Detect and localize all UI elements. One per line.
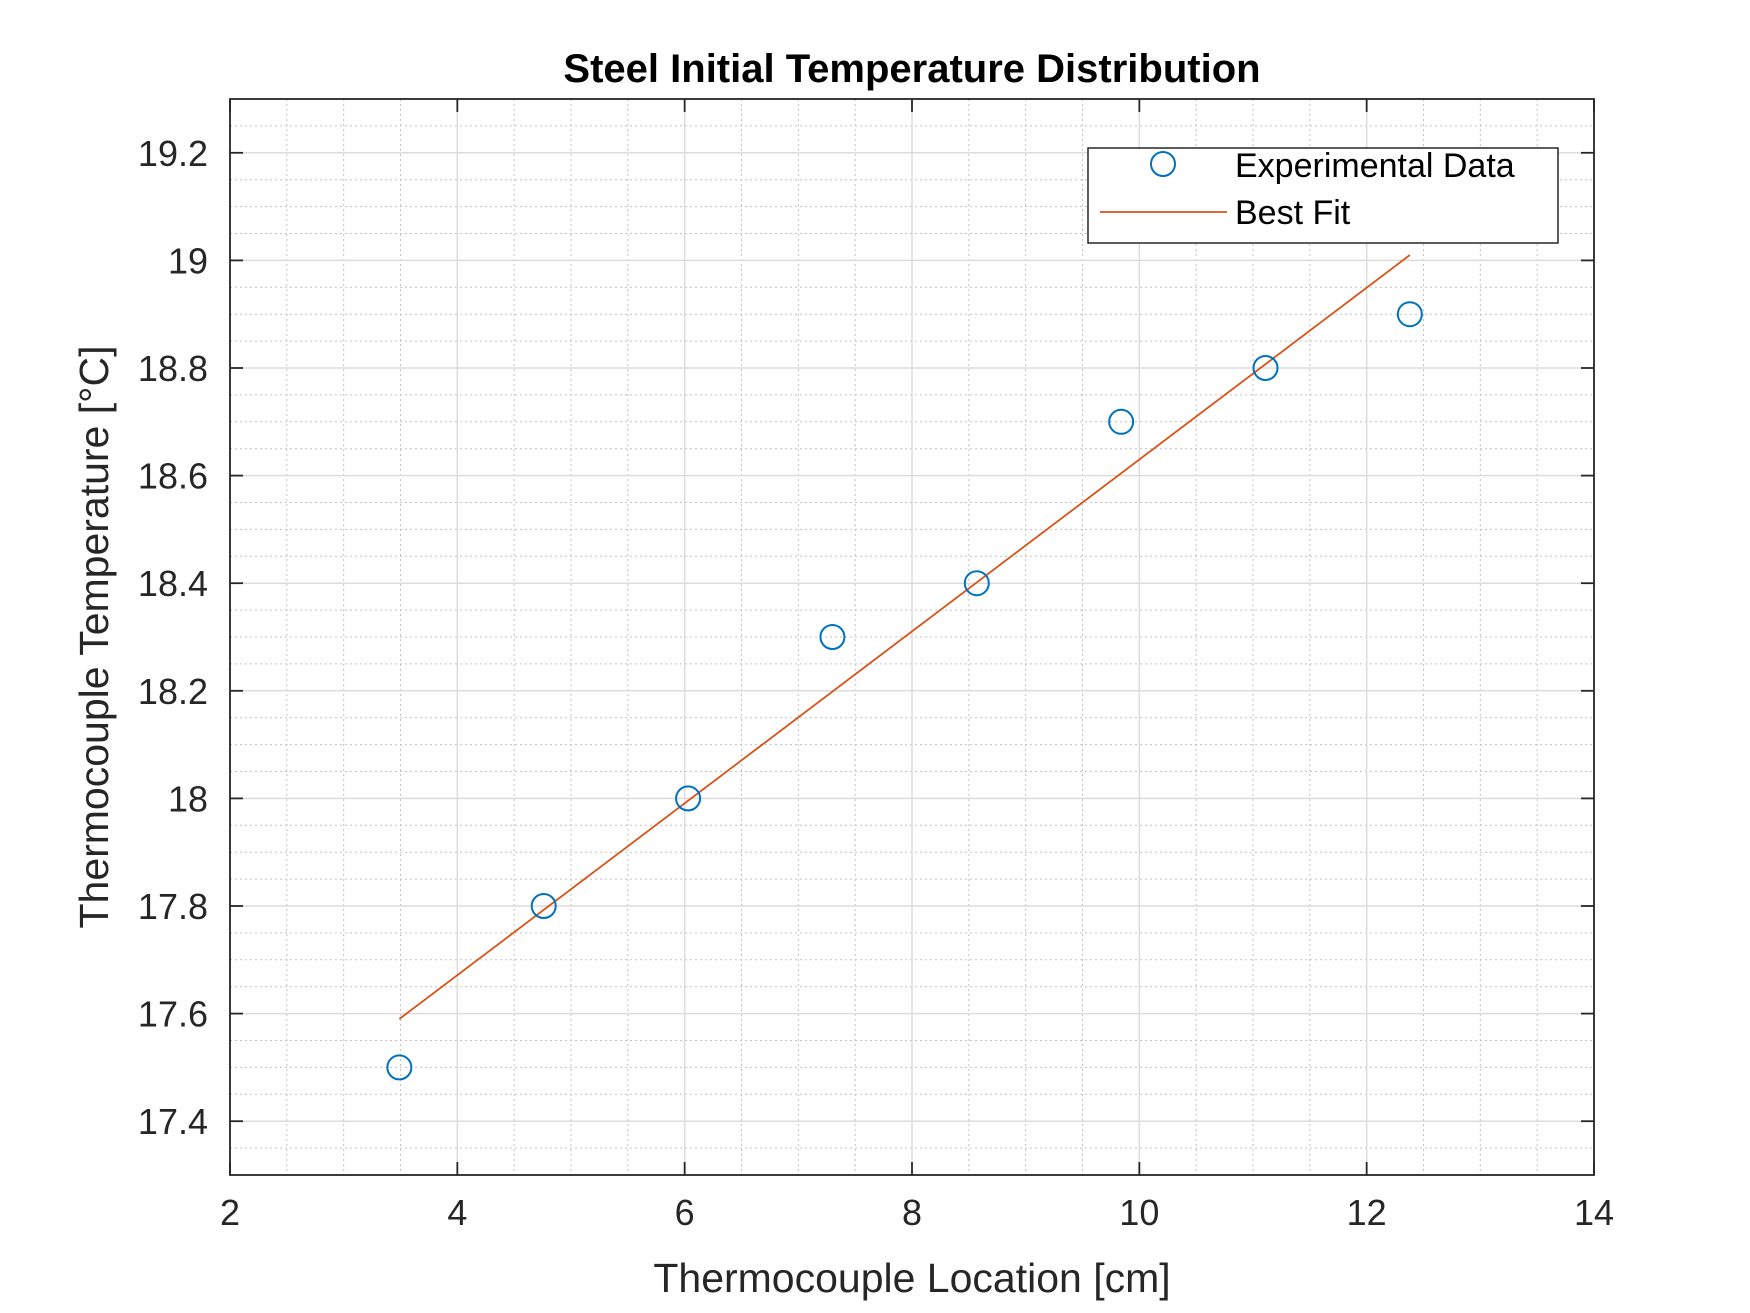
y-axis-label: Thermocouple Temperature [°C] <box>71 345 117 928</box>
legend-label-best-fit: Best Fit <box>1235 194 1351 232</box>
y-tick-label: 18.2 <box>138 671 208 712</box>
data-point <box>1396 301 1423 328</box>
legend-label-experimental-data: Experimental Data <box>1235 147 1515 185</box>
data-point <box>819 624 846 650</box>
best-fit-line <box>398 254 1411 1020</box>
data-point <box>530 893 557 919</box>
data-point <box>675 785 702 812</box>
x-tick-label: 8 <box>902 1192 922 1233</box>
y-tick-label: 18 <box>168 778 208 819</box>
y-tick-label: 18.6 <box>138 456 208 497</box>
legend-marker-experimental-data <box>1150 151 1176 177</box>
data-point <box>386 1054 413 1081</box>
y-tick-label: 17.6 <box>138 994 208 1035</box>
x-tick-label: 2 <box>220 1192 240 1233</box>
x-tick-label: 10 <box>1119 1192 1159 1233</box>
legend: Experimental Data Best Fit <box>1087 147 1559 244</box>
x-tick-label: 14 <box>1574 1192 1614 1233</box>
y-tick-label: 17.4 <box>138 1101 208 1142</box>
y-tick-label: 19.2 <box>138 133 208 174</box>
y-tick-label: 18.8 <box>138 348 208 389</box>
x-tick-label: 4 <box>447 1192 467 1233</box>
data-point <box>1252 355 1279 381</box>
x-tick-label: 12 <box>1347 1192 1387 1233</box>
y-tick-label: 18.4 <box>138 563 208 604</box>
data-point <box>963 570 990 597</box>
y-tick-label: 19 <box>168 240 208 281</box>
chart-title: Steel Initial Temperature Distribution <box>563 47 1260 91</box>
x-axis-label: Thermocouple Location [cm] <box>653 1255 1170 1301</box>
x-tick-label: 6 <box>675 1192 695 1233</box>
axes <box>229 98 1595 1176</box>
x-tick-labels: 2 4 6 8 10 12 14 <box>220 1192 1614 1233</box>
data-point <box>1108 408 1135 435</box>
series-layer <box>386 254 1423 1081</box>
legend-box <box>1087 147 1559 244</box>
y-tick-label: 17.8 <box>138 886 208 927</box>
y-tick-labels: 17.4 17.6 17.8 18 18.2 18.4 18.6 18.8 19 19.2 <box>138 133 208 1142</box>
